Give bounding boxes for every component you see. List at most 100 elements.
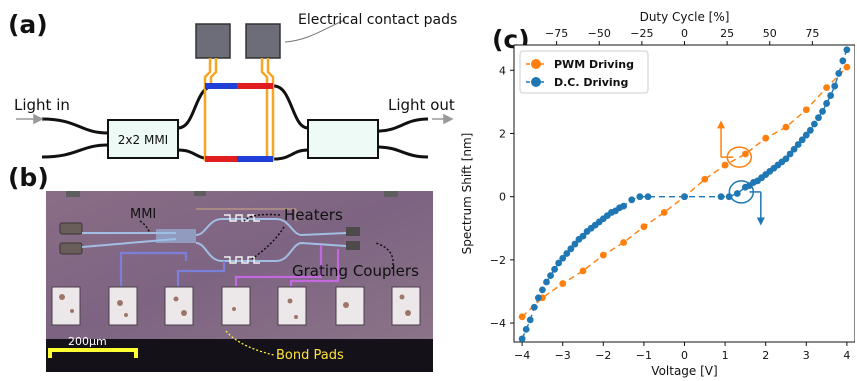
data-point bbox=[831, 82, 839, 90]
heater-upper-red bbox=[237, 83, 273, 89]
scale-bar-label: 200μm bbox=[68, 335, 107, 348]
data-point bbox=[819, 107, 826, 115]
y-tick-label: −2 bbox=[490, 254, 506, 267]
input-waveguide-bottom bbox=[41, 143, 109, 159]
mmi-annotation: MMI bbox=[130, 207, 156, 222]
routing-line-1 bbox=[119, 251, 188, 286]
data-point bbox=[660, 209, 668, 216]
data-point bbox=[802, 131, 810, 139]
data-point bbox=[790, 145, 798, 153]
top-tick-label: −50 bbox=[588, 27, 611, 40]
data-point bbox=[555, 259, 563, 267]
legend-entry: D.C. Driving bbox=[554, 76, 628, 89]
data-point bbox=[518, 335, 526, 343]
data-point bbox=[530, 303, 538, 311]
heater-lower-blue bbox=[237, 156, 273, 162]
mmi-structure bbox=[156, 229, 196, 243]
data-point bbox=[620, 239, 628, 246]
top-feature-3 bbox=[384, 191, 398, 197]
data-point bbox=[794, 141, 802, 148]
panel-label-a: (a) bbox=[8, 10, 48, 39]
data-point bbox=[835, 70, 843, 77]
data-point bbox=[802, 106, 810, 114]
legend-entry: PWM Driving bbox=[554, 58, 634, 71]
data-point bbox=[782, 155, 790, 163]
top-feature-1 bbox=[66, 191, 80, 197]
heater-lower-zigzag bbox=[224, 256, 260, 264]
data-point bbox=[534, 294, 542, 302]
data-point bbox=[823, 100, 830, 107]
data-point bbox=[681, 193, 688, 201]
chip-edge-dark bbox=[46, 339, 433, 372]
data-point bbox=[518, 313, 526, 321]
scale-bar bbox=[48, 348, 138, 352]
heaters-arrow-upper bbox=[243, 213, 281, 222]
grating-coupler-left-2 bbox=[59, 242, 83, 255]
chip-micrograph: 200μm MMI Heaters Grating Couplers Bond … bbox=[46, 191, 433, 372]
top-tick-label: 50 bbox=[763, 27, 777, 40]
output-waveguide-top bbox=[377, 117, 429, 133]
dc-arrow-head bbox=[756, 217, 765, 226]
data-point bbox=[571, 240, 579, 248]
y-tick-label: −4 bbox=[490, 317, 506, 330]
bond-pad-2 bbox=[108, 286, 138, 326]
y-axis-label: Spectrum Shift [nm] bbox=[460, 133, 474, 255]
routing-line-3 bbox=[234, 245, 323, 286]
top-tick-label: 75 bbox=[805, 27, 819, 40]
top-feature-2 bbox=[194, 191, 206, 196]
contact-pad-right bbox=[245, 23, 281, 59]
data-point bbox=[815, 114, 822, 122]
callout-line bbox=[284, 19, 346, 43]
legend-box bbox=[519, 50, 649, 94]
data-point bbox=[567, 245, 575, 253]
top-tick-label: 0 bbox=[681, 27, 688, 40]
contact-pads-label: Electrical contact pads bbox=[298, 12, 457, 28]
mmi-box-left bbox=[107, 119, 179, 159]
data-point bbox=[741, 150, 749, 158]
light-in-label: Light in bbox=[14, 96, 70, 114]
pwm-arrow-head bbox=[717, 120, 726, 129]
data-point bbox=[827, 92, 835, 99]
data-point bbox=[579, 232, 587, 240]
heaters-annotation: Heaters bbox=[284, 206, 343, 224]
top-tick-label: −75 bbox=[545, 27, 568, 40]
grating-coupler-right-1 bbox=[346, 227, 360, 236]
data-point bbox=[563, 250, 571, 257]
panel-label-b: (b) bbox=[8, 163, 49, 192]
grating-couplers-annotation: Grating Couplers bbox=[292, 262, 419, 280]
x-tick-label: −4 bbox=[514, 349, 530, 362]
light-out-label: Light out bbox=[388, 96, 455, 114]
data-point bbox=[551, 265, 558, 273]
spectrum-shift-chart: −75 −50 −25 0 25 50 75 −4 −3 −2 −1 0 1 2 3 4 −4 −2 0 2 4 P… bbox=[460, 10, 855, 378]
data-point bbox=[522, 325, 530, 333]
heater-lower-red bbox=[205, 156, 237, 162]
data-point bbox=[526, 316, 534, 324]
upper-arm-waveguide bbox=[177, 84, 309, 130]
routing-line-4 bbox=[289, 249, 340, 286]
data-point bbox=[620, 202, 628, 210]
data-point bbox=[839, 57, 847, 65]
data-point bbox=[640, 223, 648, 231]
x-tick-label: 1 bbox=[722, 349, 729, 362]
bond-pad-6 bbox=[335, 286, 365, 326]
data-point bbox=[579, 267, 587, 275]
input-waveguide-top bbox=[41, 117, 109, 135]
x-tick-label: −3 bbox=[555, 349, 571, 362]
light-in-arrow-head bbox=[33, 113, 44, 125]
bond-pads-arrow bbox=[225, 330, 275, 356]
bond-pads-annotation: Bond Pads bbox=[276, 348, 344, 363]
data-point bbox=[823, 84, 830, 92]
data-point bbox=[701, 175, 709, 183]
output-waveguide-bottom bbox=[377, 145, 429, 159]
data-point bbox=[717, 193, 725, 201]
data-point bbox=[628, 196, 636, 204]
heaters-arrow-lower bbox=[251, 226, 285, 260]
data-point bbox=[733, 190, 741, 197]
data-point bbox=[721, 161, 729, 169]
scale-bar-tick-left bbox=[48, 348, 52, 358]
data-point bbox=[806, 126, 814, 134]
data-point bbox=[599, 251, 607, 259]
light-out-arrow-head bbox=[443, 113, 454, 125]
data-point bbox=[559, 280, 567, 287]
data-point bbox=[786, 150, 794, 158]
